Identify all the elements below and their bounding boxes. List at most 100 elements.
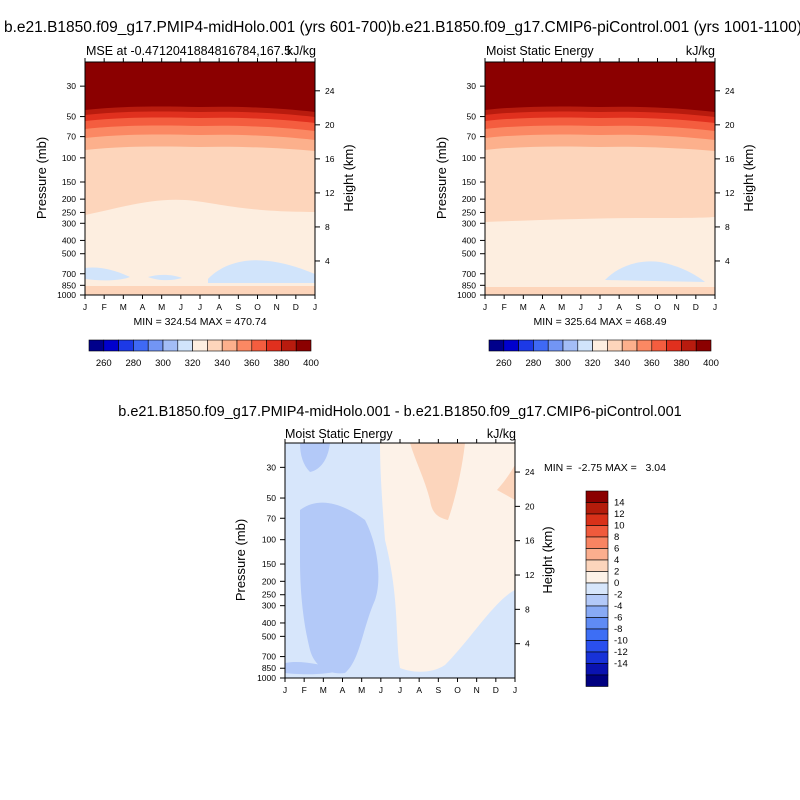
right-colorbar-label: 300 — [555, 358, 571, 369]
diff-colorbar-cell — [585, 571, 609, 584]
left-month-label: M — [120, 302, 127, 312]
right-colorbar-cell — [518, 339, 534, 352]
diff-colorbar-label: -2 — [614, 590, 622, 601]
right-height-tick-label: 4 — [725, 256, 730, 266]
left-month-label: O — [254, 302, 261, 312]
right-minmax: MIN = 325.64 MAX = 468.49 — [533, 316, 666, 328]
diff-height-tick-label: 4 — [525, 639, 530, 649]
right-pressure-tick-label: 70 — [467, 132, 477, 142]
right-colorbar-cell — [636, 339, 653, 352]
left-pressure-tick-label: 150 — [62, 177, 76, 187]
left-pressure-tick-label: 250 — [62, 207, 76, 217]
diff-colorbar-cell — [585, 640, 609, 653]
diff-month-label: O — [454, 685, 461, 695]
left-ylabel-right: Height (km) — [341, 144, 356, 211]
right-pressure-tick-label: 250 — [462, 207, 476, 217]
right-pressure-tick-label: 400 — [462, 235, 476, 245]
diff-pressure-tick-label: 400 — [262, 618, 276, 628]
right-month-label: A — [616, 302, 622, 312]
diff-colorbar-cell — [585, 513, 609, 526]
right-pressure-tick-label: 1000 — [457, 290, 476, 300]
left-units: kJ/kg — [287, 44, 316, 58]
diff-month-label: J — [513, 685, 517, 695]
axes-layer: 3050701001502002503004005007008501000481… — [57, 58, 735, 695]
diff-month-label: S — [435, 685, 441, 695]
diff-month-label: M — [358, 685, 365, 695]
right-height-tick-label: 20 — [725, 120, 735, 130]
contour-band — [380, 443, 515, 672]
left-colorbar-label: 300 — [155, 358, 171, 369]
diff-colorbar-label: 4 — [614, 555, 619, 566]
left-colorbar-cell — [103, 339, 119, 352]
left-colorbar-label: 260 — [96, 358, 112, 369]
contour-band — [148, 274, 182, 281]
right-colorbar-label: 260 — [496, 358, 512, 369]
left-colorbar-label: 340 — [214, 358, 230, 369]
diff-colorbar-cell — [585, 617, 609, 630]
right-pressure-tick-label: 100 — [462, 153, 476, 163]
diff-colorbar-cell — [585, 582, 609, 595]
diff-minmax: MIN = -2.75 MAX = 3.04 — [544, 462, 666, 474]
right-month-label: M — [558, 302, 565, 312]
right-month-label: D — [693, 302, 699, 312]
diff-colorbar-cell — [585, 663, 609, 676]
left-subtitle: MSE at -0.4712041884816784,167.5 — [86, 44, 291, 58]
diff-colorbar-cell — [585, 594, 609, 607]
contour-band — [497, 465, 515, 500]
contour-band — [605, 261, 705, 282]
diff-pressure-tick-label: 150 — [262, 559, 276, 569]
right-colorbar-cell — [503, 339, 519, 352]
contour-band — [410, 443, 465, 520]
left-month-label: J — [313, 302, 317, 312]
diff-colorbar-label: -8 — [614, 624, 622, 635]
left-colorbar-cell — [281, 339, 297, 352]
right-pressure-tick-label: 850 — [462, 280, 476, 290]
left-colorbar-cell — [177, 339, 193, 352]
right-colorbar-cell — [592, 339, 608, 352]
right-month-label: J — [713, 302, 717, 312]
left-height-tick-label: 16 — [325, 154, 335, 164]
left-month-label: D — [293, 302, 299, 312]
right-month-label: O — [654, 302, 661, 312]
left-height-tick-label: 24 — [325, 86, 335, 96]
diff-month-label: A — [416, 685, 422, 695]
left-colorbar-label: 360 — [244, 358, 260, 369]
diff-month-label: M — [320, 685, 327, 695]
right-pressure-tick-label: 300 — [462, 218, 476, 228]
diff-month-label: F — [302, 685, 307, 695]
right-month-label: S — [635, 302, 641, 312]
right-ylabel: Pressure (mb) — [434, 137, 449, 219]
left-colorbar-cell — [133, 339, 149, 352]
right-colorbar-cell — [562, 339, 579, 352]
right-pressure-tick-label: 200 — [462, 194, 476, 204]
contour-band — [285, 661, 340, 675]
contour-band — [300, 443, 330, 472]
diff-month-label: A — [340, 685, 346, 695]
left-month-label: N — [274, 302, 280, 312]
diff-colorbar-label: 12 — [614, 509, 625, 520]
contour-band — [85, 267, 130, 281]
left-height-tick-label: 20 — [325, 120, 335, 130]
diff-pressure-tick-label: 1000 — [257, 673, 276, 683]
right-height-tick-label: 24 — [725, 86, 735, 96]
diff-pressure-tick-label: 50 — [267, 493, 277, 503]
right-month-label: M — [520, 302, 527, 312]
diff-month-label: J — [283, 685, 287, 695]
left-month-label: A — [140, 302, 146, 312]
right-month-label: J — [579, 302, 583, 312]
diff-colorbar-label: 10 — [614, 521, 625, 532]
contour-band — [85, 286, 315, 295]
left-colorbar-cell — [236, 339, 253, 352]
right-colorbar-label: 360 — [644, 358, 660, 369]
right-panel-title: b.e21.B1850.f09_g17.CMIP6-piControl.001 … — [392, 19, 800, 36]
diff-colorbar-cell — [585, 628, 609, 641]
diff-colorbar-label: -12 — [614, 647, 628, 658]
diff-colorbar-label: -4 — [614, 601, 622, 612]
left-pressure-tick-label: 850 — [62, 280, 76, 290]
left-month-label: J — [198, 302, 202, 312]
diff-pressure-tick-label: 100 — [262, 535, 276, 545]
left-colorbar-cell — [118, 339, 134, 352]
diff-pressure-tick-label: 30 — [267, 462, 277, 472]
left-colorbar-cell — [251, 339, 267, 352]
diff-colorbar-label: 6 — [614, 544, 619, 555]
